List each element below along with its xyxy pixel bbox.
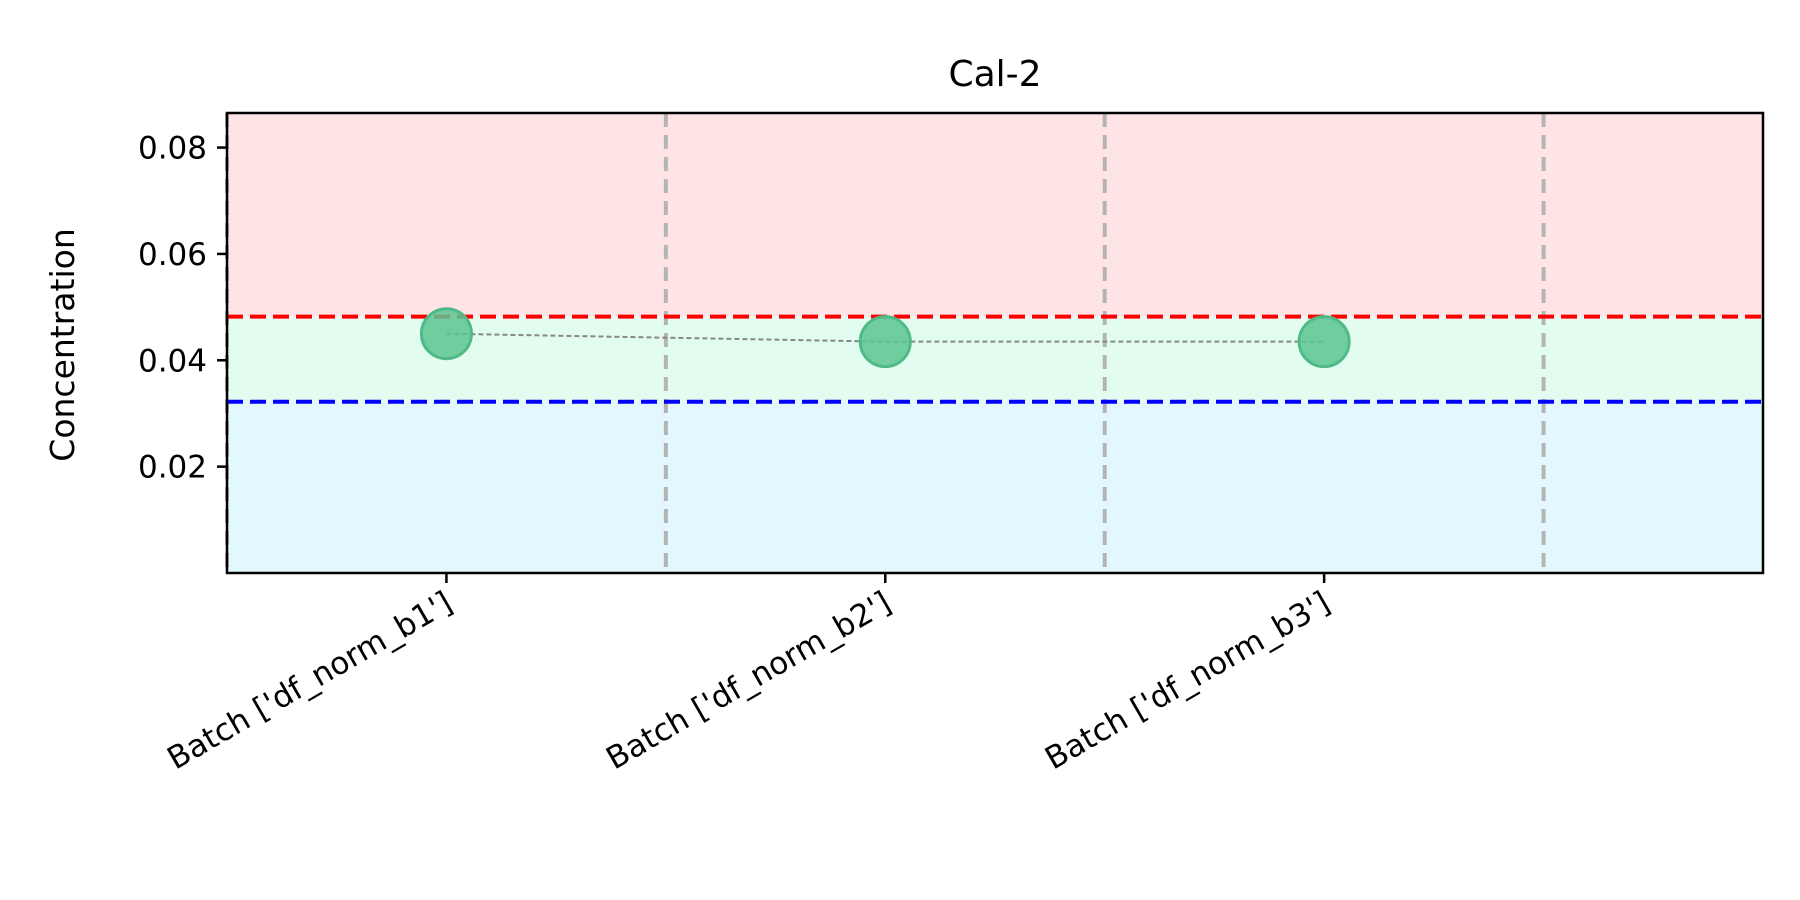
data-point xyxy=(1297,315,1351,369)
y-tick-label: 0.04 xyxy=(138,343,207,379)
plot-area: 0.02 0.04 0.06 0.08 Batch ['df_norm_b1'] Batc… xyxy=(138,111,1765,777)
data-point xyxy=(419,307,473,361)
zone-within-limits xyxy=(227,316,1763,402)
x-tick-label: Batch ['df_norm_b1'] xyxy=(161,585,458,777)
zone-below-lower xyxy=(227,401,1763,573)
series-connector-line xyxy=(446,332,1325,343)
data-point xyxy=(858,315,912,369)
plot-frame xyxy=(225,111,1765,575)
zone-above-upper xyxy=(227,113,1763,317)
y-tick-label: 0.02 xyxy=(138,450,207,486)
x-tick-label: Batch ['df_norm_b3'] xyxy=(1039,585,1336,777)
y-tick-label: 0.06 xyxy=(138,237,207,273)
chart-title: Cal-2 xyxy=(948,54,1041,95)
y-axis-label: Concentration xyxy=(43,228,82,461)
y-tick-label: 0.08 xyxy=(138,131,207,167)
x-tick-label: Batch ['df_norm_b2'] xyxy=(600,585,897,777)
